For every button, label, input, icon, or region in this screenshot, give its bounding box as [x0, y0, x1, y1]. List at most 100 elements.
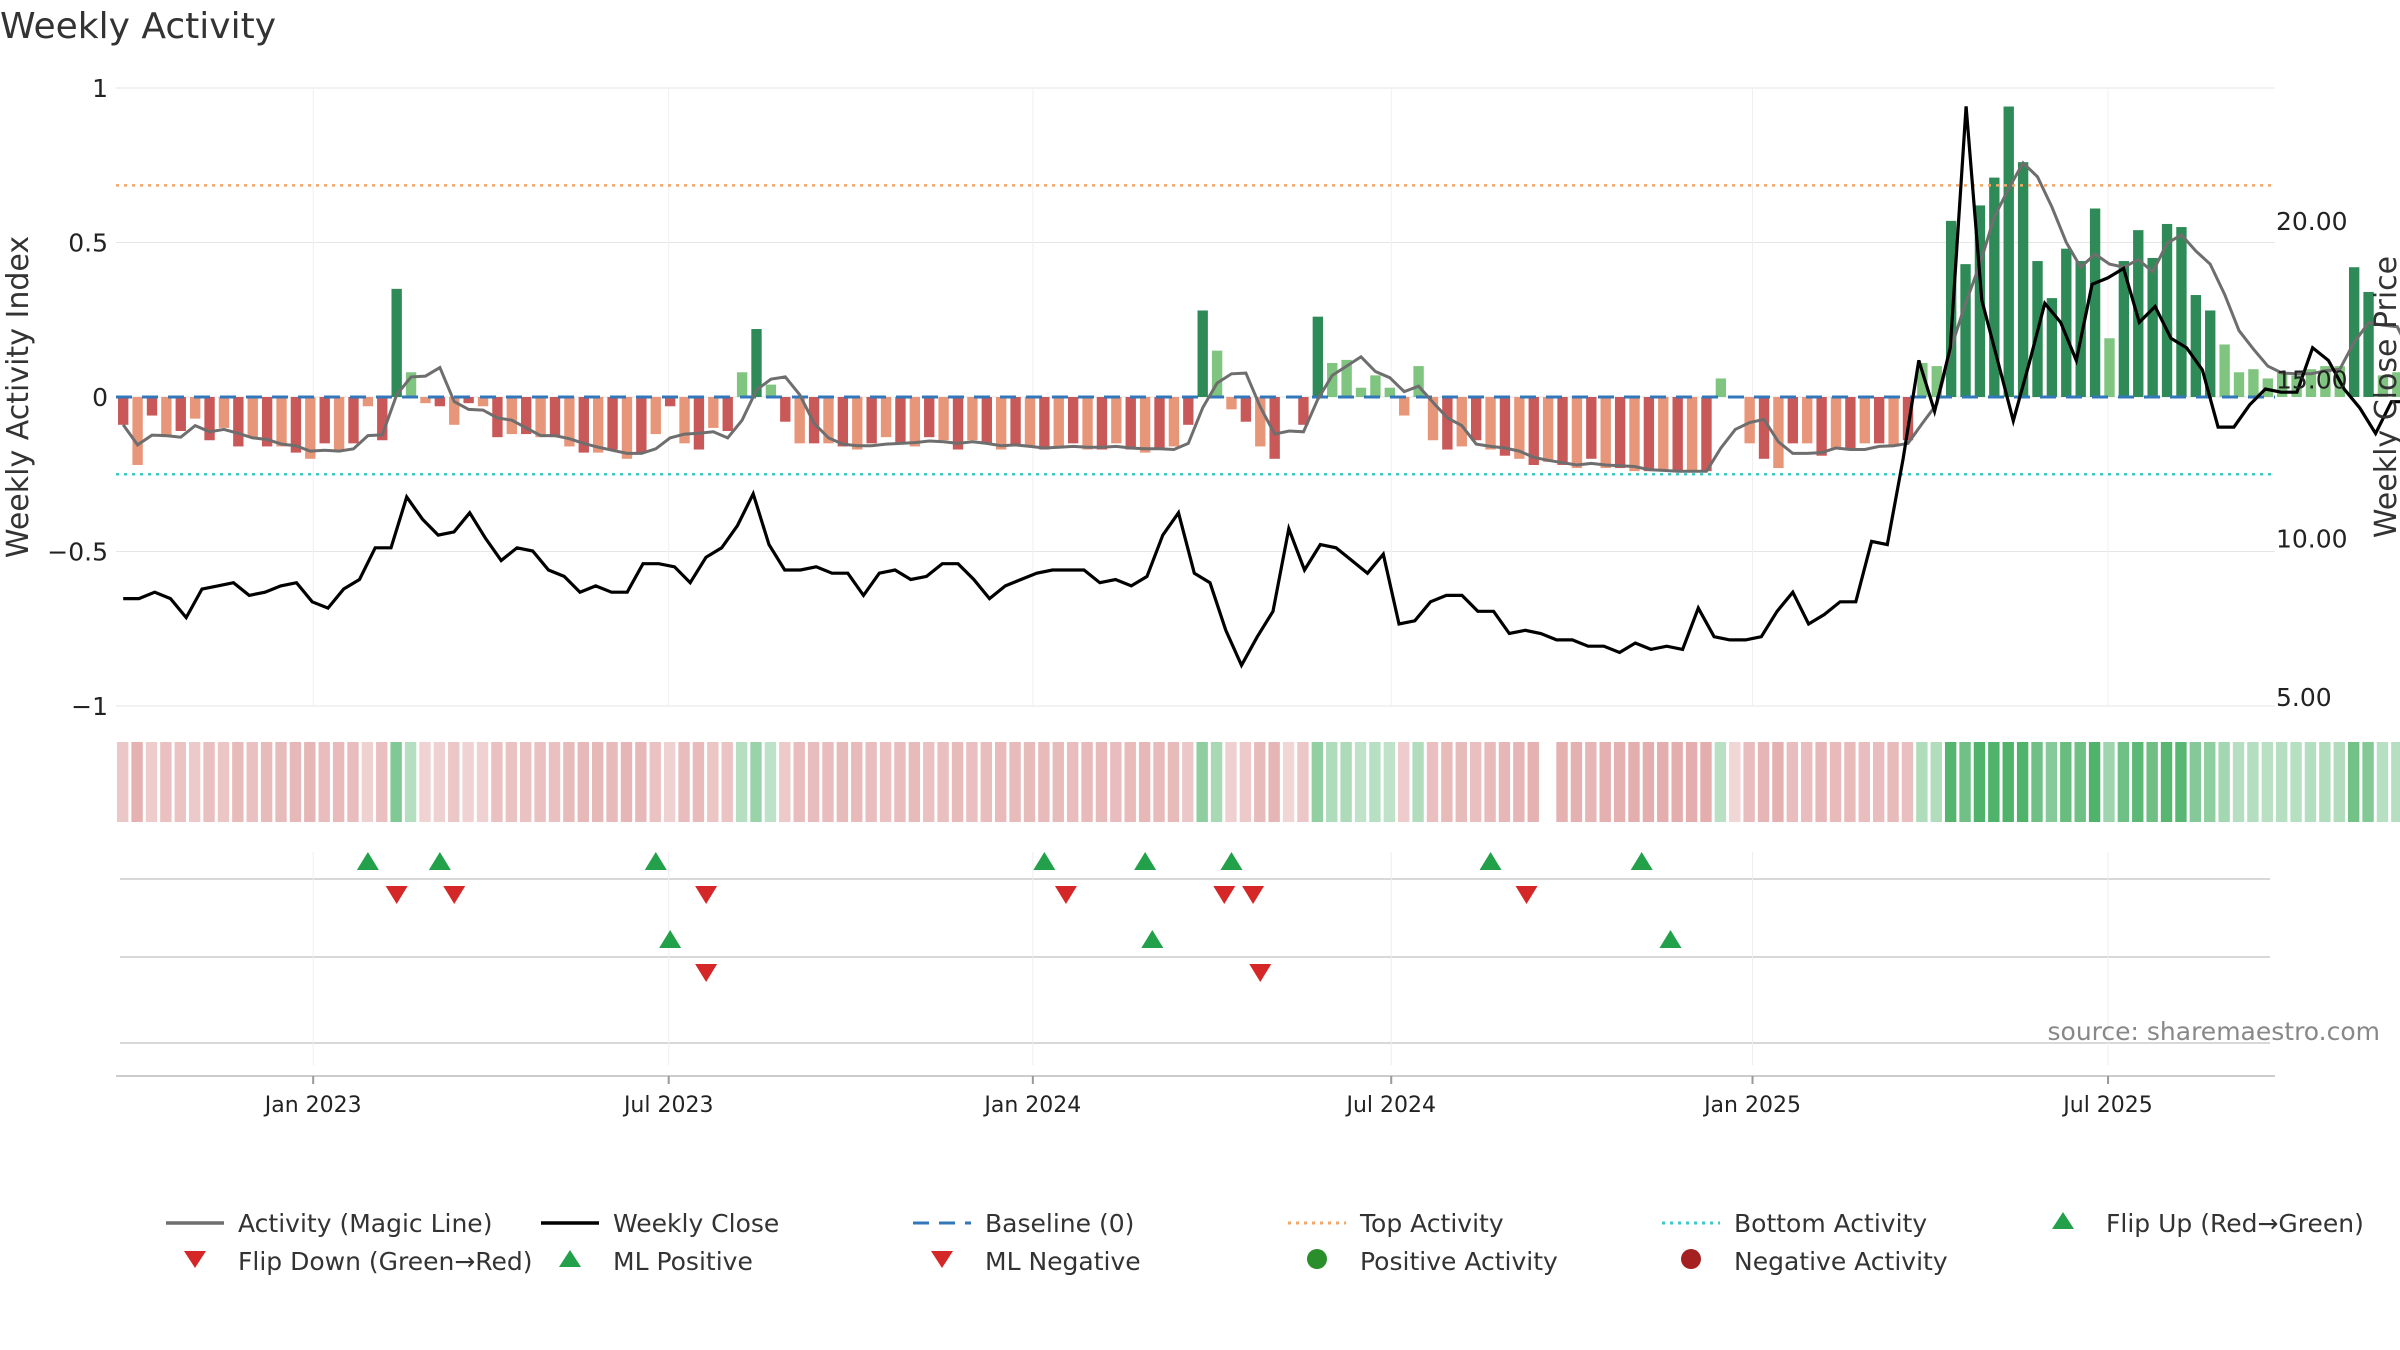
activity-bar	[1816, 397, 1827, 456]
heatmap-cell	[1527, 742, 1539, 822]
heatmap-cell	[2218, 742, 2230, 822]
activity-bar	[204, 397, 215, 441]
right-y-tick-label: 5.00	[2276, 683, 2332, 712]
heatmap-cell	[505, 742, 518, 822]
activity-bar	[1067, 397, 1079, 444]
activity-bar	[549, 397, 561, 438]
flip-up-marker	[356, 852, 379, 870]
activity-bar	[2262, 378, 2273, 397]
heatmap-cell	[1066, 742, 1079, 822]
x-tick-label: Jul 2023	[622, 1093, 714, 1118]
left-y-tick-label: 0.5	[68, 229, 108, 258]
heatmap-cell	[1023, 742, 1036, 822]
heatmap-cell	[1657, 742, 1669, 822]
heatmap-cell	[433, 742, 446, 822]
activity-bar	[679, 397, 690, 444]
flip-down-marker	[695, 886, 718, 904]
activity-bar	[1557, 397, 1568, 465]
heatmap-cell	[117, 742, 129, 822]
heatmap-cell	[1196, 742, 1208, 822]
legend-item: ML Positive	[559, 1247, 753, 1276]
heatmap-cell	[304, 742, 316, 822]
heatmap-cell	[1167, 742, 1180, 822]
legend-label: Activity (Magic Line)	[238, 1209, 492, 1238]
heatmap-cell	[1254, 742, 1266, 822]
heatmap-cell	[1311, 742, 1324, 822]
activity-bar	[2061, 248, 2072, 397]
activity-bar	[2104, 338, 2115, 397]
activity-bar	[2190, 295, 2202, 397]
magic-line	[121, 160, 2400, 473]
heatmap-cell	[548, 742, 561, 822]
activity-bar	[1442, 397, 1453, 450]
activity-bar	[1514, 397, 1525, 459]
heatmap-cell	[894, 742, 906, 822]
heatmap-cell	[1757, 742, 1770, 822]
legend-swatch	[2052, 1212, 2074, 1229]
activity-bar	[1082, 397, 1093, 450]
legend-label: Flip Down (Green→Red)	[238, 1247, 533, 1276]
activity-bar	[1629, 397, 1640, 472]
heatmap-cell	[980, 742, 992, 822]
activity-bar	[2392, 372, 2400, 397]
heatmap-cell	[2146, 742, 2158, 822]
flip-up-marker	[1630, 852, 1653, 870]
activity-bar	[1960, 264, 1971, 397]
legend-item: Activity (Magic Line)	[166, 1209, 492, 1238]
heatmap-cell	[793, 742, 805, 822]
heatmap-cell	[448, 742, 460, 822]
activity-bar	[823, 397, 834, 444]
activity-bar	[1658, 397, 1669, 472]
activity-bar	[1226, 397, 1237, 410]
heatmap-cell	[1829, 742, 1842, 822]
heatmap-cell	[851, 742, 863, 822]
activity-bar	[794, 397, 805, 444]
heatmap-cell	[678, 742, 690, 822]
heatmap-cell	[1944, 742, 1957, 822]
heatmap-cell	[2232, 742, 2245, 822]
heatmap-cell	[1714, 742, 1727, 822]
heatmap-cell	[735, 742, 748, 822]
heatmap-cell	[923, 742, 935, 822]
activity-bar	[305, 397, 316, 459]
activity-bar	[1413, 366, 1424, 397]
activity-bar	[146, 397, 158, 416]
heatmap-cell	[807, 742, 820, 822]
flip-marker-rows	[120, 852, 2270, 1065]
legend-item: Weekly Close	[541, 1209, 779, 1238]
activity-bar	[1427, 397, 1439, 441]
legend-item: Positive Activity	[1307, 1247, 1558, 1276]
activity-bar	[1744, 397, 1755, 444]
heatmap-cell	[663, 742, 676, 822]
right-y-axis-label: Weekly Close Price	[2369, 256, 2400, 538]
activity-bar	[1845, 397, 1856, 450]
activity-bar	[592, 397, 604, 453]
heatmap-cell	[649, 742, 661, 822]
activity-bar	[1197, 310, 1208, 397]
activity-bar	[1888, 397, 1899, 447]
ml-negative-marker	[695, 964, 718, 982]
activity-bar	[1096, 397, 1108, 450]
heatmap-cell	[1887, 742, 1899, 822]
heatmap-cell	[476, 742, 489, 822]
heatmap-cell	[491, 742, 503, 822]
heatmap-cell	[289, 742, 302, 822]
activity-bar	[693, 397, 705, 450]
activity-bar	[1298, 397, 1309, 425]
activity-bar	[1773, 397, 1784, 469]
x-tick-label: Jan 2023	[263, 1093, 362, 1118]
activity-bar	[405, 372, 417, 397]
heatmap-cell	[563, 742, 575, 822]
heatmap-cell	[1412, 742, 1424, 822]
x-tick-label: Jan 2025	[1702, 1093, 1801, 1118]
activity-bar	[1672, 397, 1683, 472]
activity-bar	[1499, 397, 1511, 456]
activity-bar	[1874, 397, 1885, 444]
activity-bar	[1312, 316, 1324, 397]
activity-bar	[118, 397, 129, 425]
heatmap-cell	[1916, 742, 1928, 822]
heatmap-cell	[462, 742, 474, 822]
legend-item: Bottom Activity	[1662, 1209, 1927, 1238]
heatmap-cell	[1210, 742, 1223, 822]
activity-bar	[952, 397, 964, 450]
